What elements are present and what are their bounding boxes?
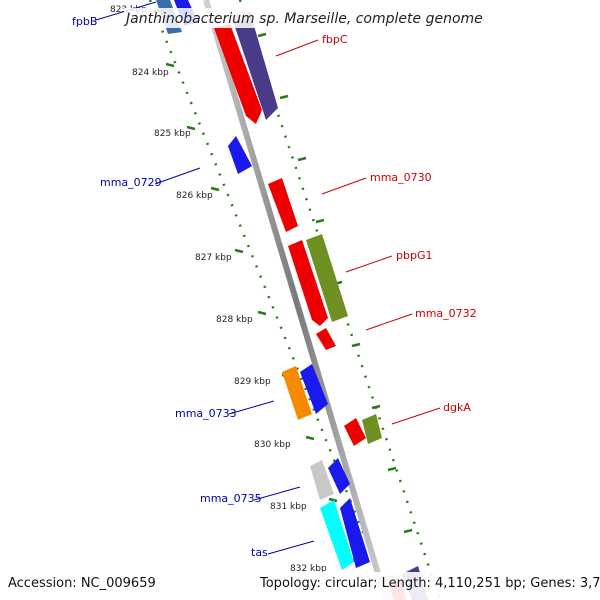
tick-label-832: 832 kbp: [290, 564, 327, 574]
gene-tas-blue: [340, 498, 370, 568]
tick-label-830: 830 kbp: [254, 440, 291, 450]
gene-mma_0729: [228, 136, 252, 174]
gene-mma_0733-blue: [300, 364, 328, 414]
gene-mma_0732: [316, 328, 336, 350]
label-mma_0735: mma_0735: [200, 492, 262, 505]
title-backdrop: [124, 8, 474, 28]
tick-label-827: 827 kbp: [195, 253, 232, 263]
label-mma_0733: mma_0733: [175, 407, 237, 420]
gene-dgkA-green: [362, 414, 382, 444]
gene-fbpC-purple: [232, 12, 278, 120]
gene-pbpG1-green: [306, 234, 348, 322]
gene-dgkA-red: [344, 418, 366, 446]
label-dgkA: dgkA: [443, 401, 471, 414]
tick-label-825: 825 kbp: [154, 129, 191, 139]
gene-fbpC-red: [214, 24, 262, 124]
gene-pbpG1-red: [288, 240, 328, 326]
topology-summary: Topology: circular; Length: 4,110,251 bp…: [259, 576, 600, 591]
tick-label-831: 831 kbp: [270, 502, 307, 512]
label-mma_0729: mma_0729: [100, 176, 162, 189]
gene-labels: fpbB fbpC mma_0729 mma_0730 pbpG1 mma_07…: [72, 15, 477, 559]
tick-label-828: 828 kbp: [216, 315, 253, 325]
gene-mma_0735-blue: [328, 458, 350, 494]
leader-lines: [95, 1, 441, 555]
label-tas: tas: [251, 546, 268, 559]
label-mma_0732: mma_0732: [415, 307, 477, 320]
major-ticks: [154, 8, 413, 564]
tick-label-829: 829 kbp: [234, 377, 271, 387]
label-pbpG1: pbpG1: [396, 249, 432, 262]
gene-mma_0733-orange: [282, 366, 312, 420]
gene-mma_0730: [268, 178, 298, 232]
gene-mma_0735-gray: [310, 460, 334, 500]
accession-text: Accession: NC_009659: [8, 576, 156, 591]
label-fpbB: fpbB: [72, 15, 97, 28]
tick-label-826: 826 kbp: [176, 191, 213, 201]
label-mma_0730: mma_0730: [370, 171, 432, 184]
tick-label-824: 824 kbp: [132, 68, 169, 78]
genome-backbone: [203, 0, 389, 600]
label-fbpC: fbpC: [322, 33, 348, 46]
gene-tas-cyan: [320, 500, 354, 570]
map-title: Janthinobacterium sp. Marseille, complet…: [123, 11, 483, 27]
footer-backdrop: [0, 572, 600, 600]
